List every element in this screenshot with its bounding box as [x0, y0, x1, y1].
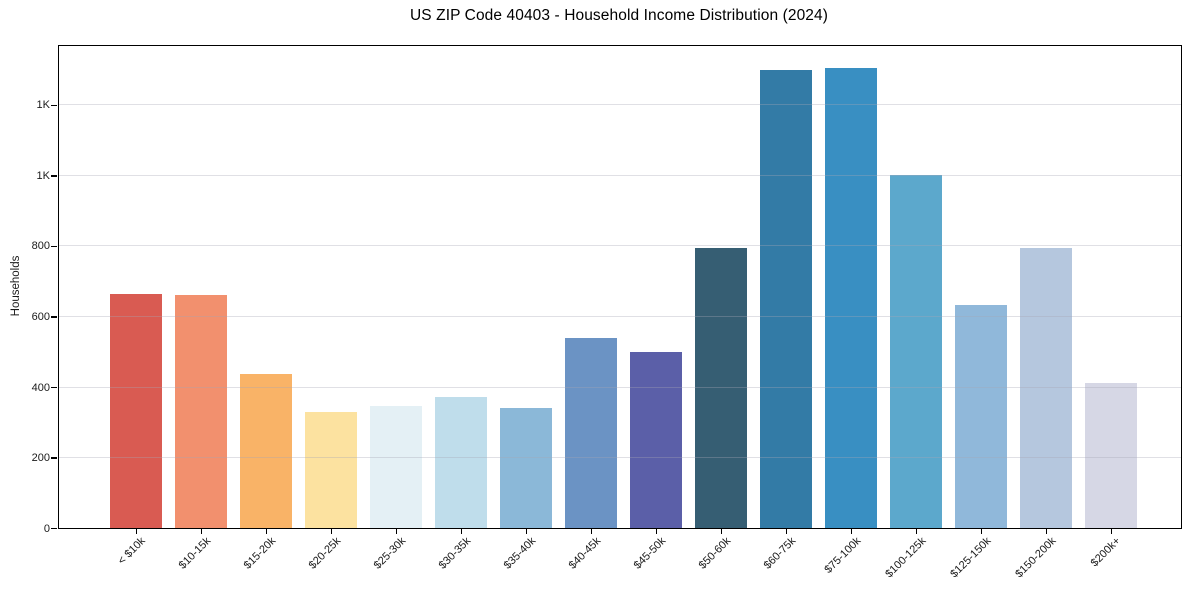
bar-60-75k: [760, 69, 812, 528]
y-tick-label: 1K: [36, 99, 50, 112]
x-tick-mark: [785, 528, 788, 534]
chart-title: US ZIP Code 40403 - Household Income Dis…: [409, 7, 828, 24]
y-tick-label: 1K: [36, 169, 50, 182]
x-tick-mark: [265, 528, 268, 534]
x-tick-label: < $10k: [115, 535, 148, 568]
x-tick-label: $200k+: [1088, 535, 1123, 570]
x-tick-label: $30-35k: [436, 535, 473, 572]
x-tick-mark: [330, 528, 333, 534]
x-tick-mark: [135, 528, 138, 534]
y-tick-mark: [51, 104, 57, 107]
bar-50-60k: [695, 247, 747, 528]
bar-20-25k: [305, 411, 357, 528]
y-tick-mark: [51, 316, 57, 318]
bars-layer: [59, 46, 1181, 528]
y-tick-label: 200: [31, 452, 50, 464]
y-tick-mark: [51, 175, 57, 177]
y-tick-mark: [51, 457, 57, 459]
x-tick-mark: [980, 528, 983, 534]
y-tick-mark: [51, 527, 57, 530]
bar-150-200k: [1020, 247, 1072, 528]
y-tick-label: 0: [43, 522, 50, 535]
x-tick-mark: [1110, 528, 1113, 534]
bar-25-30k: [370, 406, 422, 528]
x-tick-mark: [1045, 528, 1048, 534]
bar-45-50k: [630, 351, 682, 528]
x-tick-label: $100-125k: [882, 535, 928, 581]
bar-30-35k: [435, 396, 487, 528]
x-tick-label: $35-40k: [501, 535, 538, 572]
x-tick-mark: [460, 528, 463, 534]
x-tick-label: $45-50k: [631, 535, 668, 572]
x-tick-mark: [850, 528, 853, 534]
x-tick-label: $20-25k: [306, 535, 343, 572]
x-tick-label: $75-100k: [822, 535, 863, 576]
y-tick-label: 600: [31, 310, 50, 323]
x-tick-label: $60-75k: [761, 535, 798, 572]
x-tick-mark: [200, 528, 203, 534]
y-tick-mark: [51, 245, 57, 248]
x-tick-mark: [525, 528, 528, 534]
x-tick-mark: [720, 528, 723, 534]
bar-125-150k: [955, 305, 1007, 528]
x-tick-mark: [590, 528, 593, 534]
x-tick-label: $50-60k: [696, 535, 733, 572]
x-tick-label: $40-45k: [566, 535, 603, 572]
bar-100-125k: [890, 175, 942, 528]
bar-15-20k: [240, 373, 292, 528]
x-tick-label: $125-150k: [947, 535, 993, 581]
bar-10k: [110, 293, 162, 528]
y-axis-label: Households: [10, 255, 22, 317]
x-tick-label: $150-200k: [1012, 535, 1058, 581]
x-tick-mark: [915, 528, 918, 534]
bar-40-45k: [565, 338, 617, 528]
x-tick-mark: [395, 528, 398, 534]
y-tick-mark: [51, 386, 57, 389]
y-tick-label: 800: [31, 240, 50, 253]
x-tick-label: $25-30k: [371, 535, 408, 572]
x-tick-mark: [655, 528, 658, 534]
bar-35-40k: [500, 408, 552, 528]
x-tick-label: $15-20k: [241, 535, 278, 572]
plot-area: [58, 45, 1182, 529]
bar-200k+: [1085, 383, 1137, 528]
bar-10-15k: [175, 295, 227, 528]
y-tick-label: 400: [31, 381, 50, 394]
bar-75-100k: [825, 67, 877, 528]
x-tick-label: $10-15k: [176, 535, 213, 572]
